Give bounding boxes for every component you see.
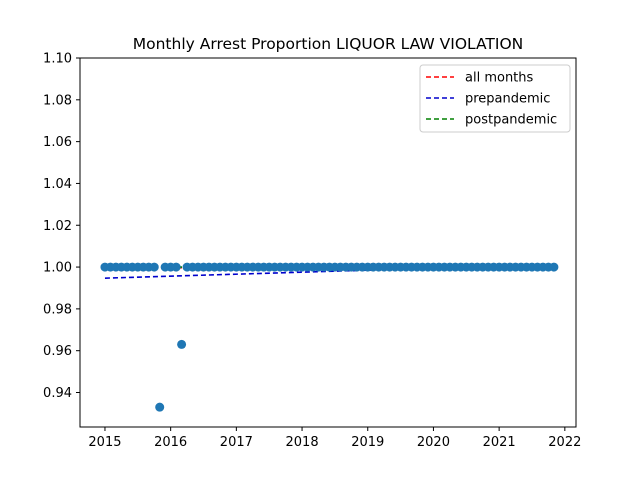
data-point: [177, 339, 187, 349]
data-point: [149, 262, 159, 272]
legend: all months prepandemic postpandemic: [419, 64, 571, 133]
y-tick-label: 0.96: [43, 344, 72, 359]
legend-label: postpandemic: [465, 113, 557, 128]
legend-label: all months: [465, 71, 534, 86]
data-points: [100, 262, 559, 412]
y-tick-label: 1.04: [43, 177, 72, 192]
x-tick-label: 2016: [154, 435, 187, 450]
x-tick-label: 2017: [220, 435, 253, 450]
x-tick-label: 2018: [286, 435, 319, 450]
chart-title: Monthly Arrest Proportion LIQUOR LAW VIO…: [133, 35, 524, 53]
x-tick-label: 2020: [417, 435, 450, 450]
y-tick-label: 1.00: [43, 261, 72, 276]
y-tick-label: 1.02: [43, 219, 72, 234]
y-axis: 0.94 0.96 0.98 1.00 1.02 1.04 1.06 1.08 1.10: [43, 52, 80, 401]
x-tick-label: 2015: [88, 435, 121, 450]
y-tick-label: 0.94: [43, 386, 72, 401]
x-tick-label: 2019: [351, 435, 384, 450]
x-tick-label: 2021: [483, 435, 516, 450]
axes-spines: [79, 57, 577, 428]
y-tick-label: 0.98: [43, 302, 72, 317]
data-point: [155, 402, 165, 412]
data-point: [171, 262, 181, 272]
y-tick-label: 1.06: [43, 135, 72, 150]
legend-box: [419, 64, 571, 133]
legend-label: prepandemic: [465, 92, 550, 107]
y-tick-label: 1.08: [43, 93, 72, 108]
x-axis: 2015 2016 2017 2018 2019 2020 2021 2022: [88, 427, 581, 450]
y-tick-label: 1.10: [43, 52, 72, 67]
x-tick-label: 2022: [548, 435, 581, 450]
data-point: [549, 262, 559, 272]
